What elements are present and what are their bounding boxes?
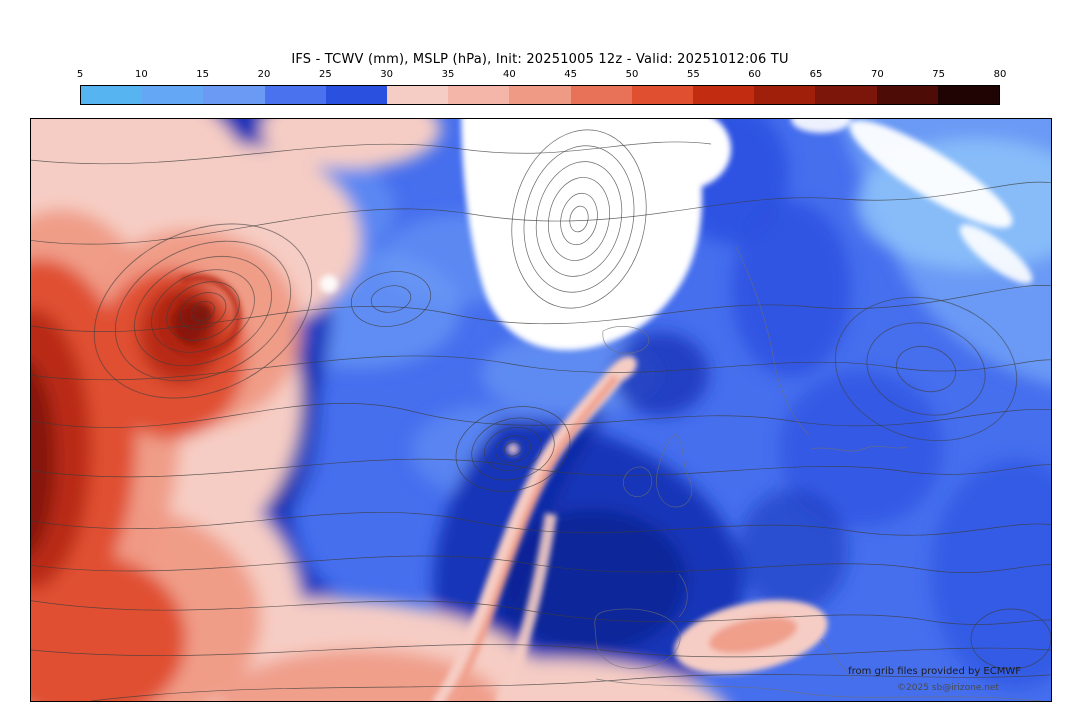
cyclone-core-west <box>191 305 211 325</box>
colorbar-scale <box>80 85 1000 105</box>
colorbar-segment <box>81 86 143 104</box>
colorbar-tick: 25 <box>318 69 332 80</box>
colorbar-segment <box>509 86 571 104</box>
colorbar-segment <box>325 86 388 104</box>
colorbar-tick: 70 <box>870 69 884 80</box>
colorbar-tick-labels: 5 10 15 20 25 30 35 40 45 50 55 60 65 70 75 80 <box>76 69 1007 82</box>
colorbar-segment <box>876 86 938 104</box>
colorbar-segment <box>937 86 1000 104</box>
colorbar-tick: 60 <box>748 69 762 80</box>
colorbar-tick: 75 <box>932 69 946 80</box>
colorbar-tick: 35 <box>441 69 455 80</box>
colorbar-segment <box>142 86 204 104</box>
colorbar-segment <box>693 86 755 104</box>
colorbar-segment <box>203 86 265 104</box>
colorbar-segment <box>570 86 632 104</box>
colorbar-tick: 40 <box>502 69 516 80</box>
colorbar-tick: 65 <box>809 69 823 80</box>
colorbar-segment <box>631 86 694 104</box>
colorbar-tick: 5 <box>76 69 84 80</box>
page-title: IFS - TCWV (mm), MSLP (hPa), Init: 20251… <box>291 52 789 67</box>
colorbar-tick: 55 <box>686 69 700 80</box>
colorbar-segment <box>754 86 816 104</box>
weather-map-graphic <box>31 119 1051 701</box>
colorbar-segment <box>448 86 510 104</box>
colorbar-tick: 20 <box>257 69 271 80</box>
colorbar-tick: 15 <box>196 69 210 80</box>
colorbar-segment <box>387 86 449 104</box>
colorbar-segment <box>815 86 877 104</box>
colorbar-tick: 80 <box>993 69 1007 80</box>
mslp-isobar-layer <box>31 129 1051 701</box>
colorbar-segment <box>264 86 326 104</box>
attribution-ecmwf: from grib files provided by ECMWF <box>848 666 1021 677</box>
colorbar-tick: 45 <box>564 69 578 80</box>
attribution-copyright: ©2025 sb@irizone.net <box>897 683 999 693</box>
colorbar-tick: 10 <box>134 69 148 80</box>
coastline-layer <box>594 246 1042 701</box>
colorbar-tick: 30 <box>380 69 394 80</box>
map-canvas: from grib files provided by ECMWF ©2025 … <box>30 118 1052 702</box>
cyclone-core-central <box>507 443 519 455</box>
colorbar-tick: 50 <box>625 69 639 80</box>
